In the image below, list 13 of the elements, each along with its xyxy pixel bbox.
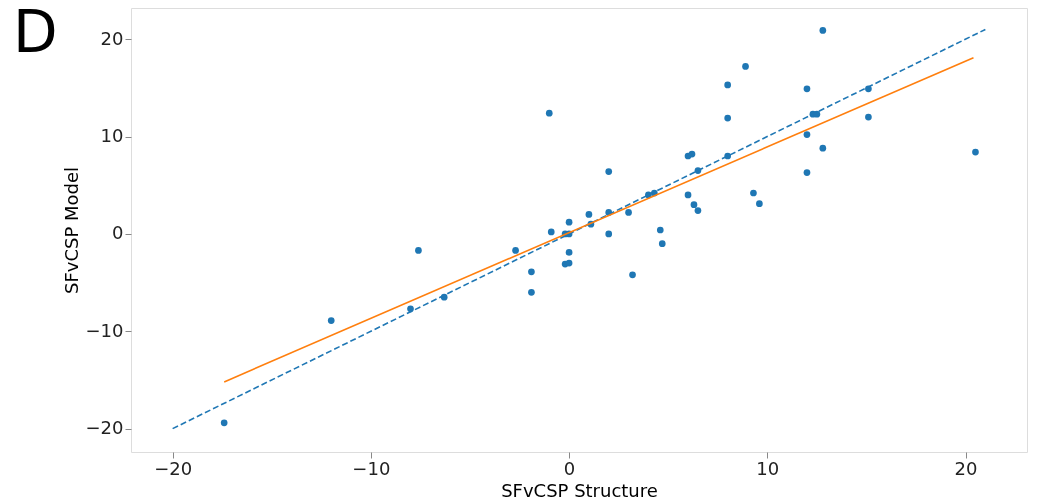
y-tick-label: −20 <box>85 417 124 439</box>
y-tick-label: 10 <box>100 125 124 147</box>
x-tick-label: 20 <box>954 457 978 479</box>
x-tick-label: −10 <box>352 457 391 479</box>
text: D <box>13 0 58 66</box>
x-tick-label: −20 <box>154 457 193 479</box>
y-tick-label: 20 <box>100 27 124 49</box>
x-axis-title: SFvCSP Structure <box>501 479 658 500</box>
y-tick-label: −10 <box>85 319 124 341</box>
x-tick-label: 0 <box>563 457 576 479</box>
y-axis-title: SFvCSP Model <box>60 166 82 295</box>
x-tick-label: 10 <box>756 457 780 479</box>
y-tick-label: 0 <box>112 222 124 244</box>
